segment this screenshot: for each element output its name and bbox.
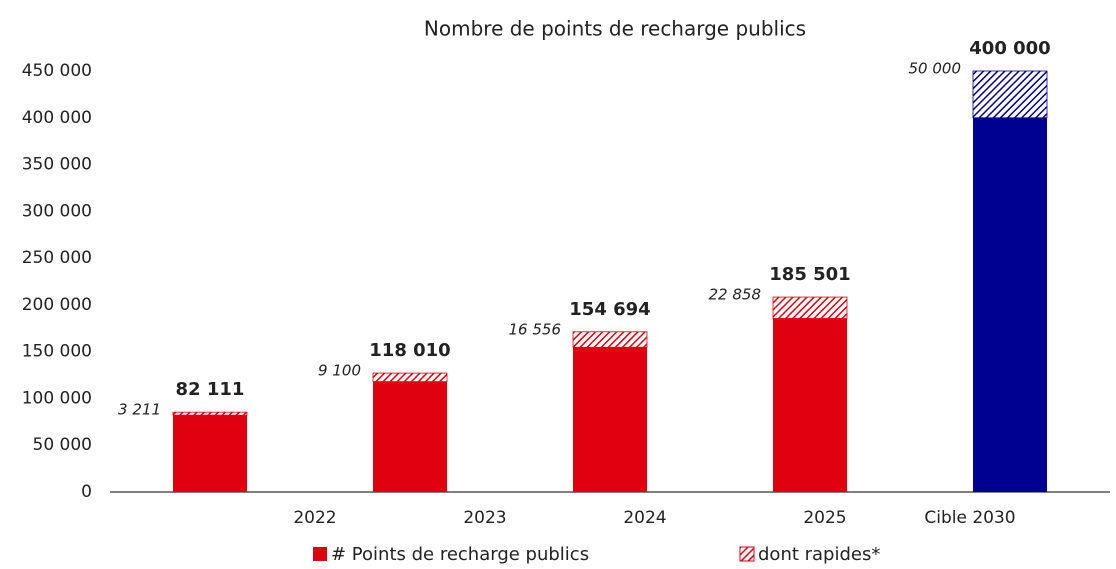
total-label: 154 694 bbox=[569, 299, 650, 320]
x-tick-label: Cible 2030 bbox=[924, 508, 1015, 528]
x-tick-label: 2024 bbox=[623, 508, 666, 528]
y-tick-label: 300 000 bbox=[22, 201, 92, 221]
bar-segment bbox=[573, 347, 647, 492]
bar-segment bbox=[373, 381, 447, 492]
x-tick-label: 2025 bbox=[803, 508, 846, 528]
bar-segment bbox=[973, 117, 1047, 493]
y-tick-label: 0 bbox=[81, 482, 92, 502]
y-tick-label: 350 000 bbox=[22, 155, 92, 175]
x-tick-label: 2023 bbox=[463, 508, 506, 528]
bar-segment bbox=[173, 415, 247, 492]
total-label: 118 010 bbox=[369, 340, 450, 361]
y-tick-label: 200 000 bbox=[22, 295, 92, 315]
x-tick-label: 2022 bbox=[293, 508, 336, 528]
legend-swatch bbox=[739, 546, 755, 562]
bar-segment-hatched bbox=[972, 70, 1048, 119]
rapid-label: 16 556 bbox=[509, 320, 562, 338]
y-tick-label: 450 000 bbox=[22, 61, 92, 81]
rapid-label: 50 000 bbox=[909, 60, 962, 78]
bar-segment bbox=[773, 318, 847, 492]
bar-segment-hatched bbox=[172, 411, 248, 416]
y-tick-label: 50 000 bbox=[33, 435, 92, 455]
legend-swatch bbox=[313, 547, 327, 561]
y-tick-label: 250 000 bbox=[22, 248, 92, 268]
legend-label: dont rapides* bbox=[758, 544, 880, 565]
rapid-label: 9 100 bbox=[318, 362, 361, 380]
legend-label: # Points de recharge publics bbox=[331, 544, 589, 565]
chart-title: Nombre de points de recharge publics bbox=[424, 17, 806, 41]
rapid-label: 3 211 bbox=[118, 401, 161, 419]
rapid-label: 22 858 bbox=[709, 286, 762, 304]
total-label: 400 000 bbox=[969, 38, 1050, 59]
bar-segment-hatched bbox=[572, 331, 648, 348]
total-label: 185 501 bbox=[769, 264, 850, 285]
total-label: 82 111 bbox=[176, 379, 245, 400]
y-tick-label: 400 000 bbox=[22, 108, 92, 128]
y-tick-label: 100 000 bbox=[22, 388, 92, 408]
bar-segment-hatched bbox=[372, 372, 448, 382]
y-tick-label: 150 000 bbox=[22, 342, 92, 362]
bar-segment-hatched bbox=[772, 296, 848, 319]
